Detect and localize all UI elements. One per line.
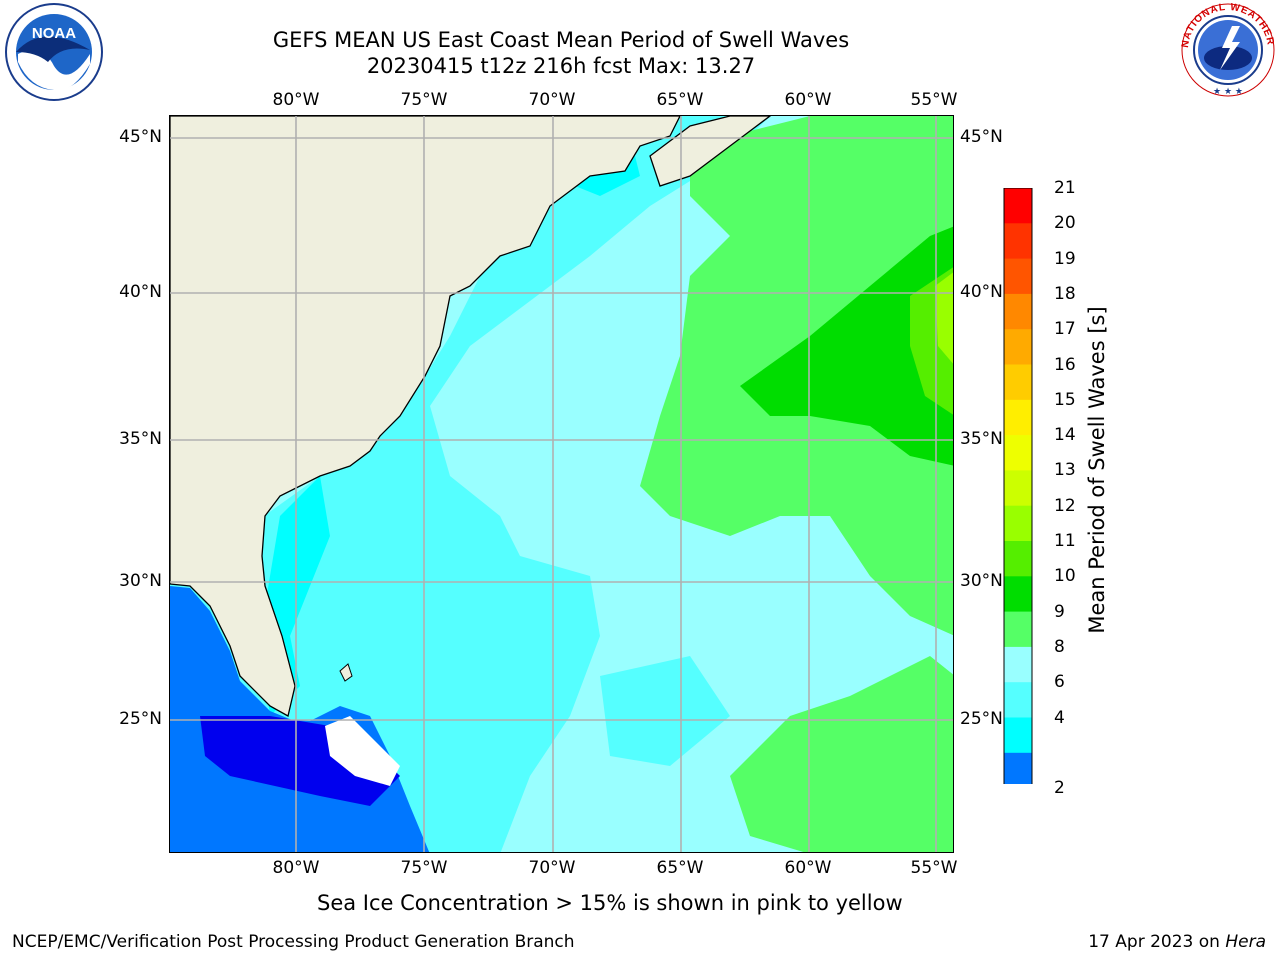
field-9-10s-se [730,656,953,852]
colorbar-box-18 [1004,293,1032,330]
lon-label-bottom-60w: 60°W [784,858,832,878]
swell-period-map [170,116,953,852]
colorbar-box-21 [1004,188,1032,224]
colorbar-box-13 [1004,470,1032,507]
colorbar-box-11 [1004,541,1032,577]
colorbar-tick-19: 19 [1054,248,1076,269]
lat-label-right-45n: 45°N [960,127,1003,147]
colorbar-box-10 [1004,576,1032,613]
lon-label-top-65w: 65°W [656,90,704,110]
field-12-13s [935,272,953,364]
colorbar-box-4 [1004,717,1032,754]
lon-label-bottom-75w: 75°W [400,858,448,878]
lon-label-bottom-65w: 65°W [656,858,704,878]
colorbar-tick-13: 13 [1054,460,1076,481]
lat-label-right-40n: 40°N [960,282,1003,302]
lon-label-top-80w: 80°W [272,90,320,110]
colorbar-tick-2: 2 [1054,778,1065,799]
colorbar-box-16 [1004,364,1032,401]
field-6-8s-patch [600,656,730,766]
colorbar-box-19 [1004,258,1032,295]
field-6-8s [170,116,770,852]
lon-label-top-60w: 60°W [784,90,832,110]
colorbar-tick-14: 14 [1054,425,1076,446]
graticule [170,116,953,852]
lat-label-left-45n: 45°N [119,127,162,147]
lon-label-top-75w: 75°W [400,90,448,110]
lat-label-right-25n: 25°N [960,709,1003,729]
lat-label-right-30n: 30°N [960,571,1003,591]
colorbar-box-2 [1004,752,1032,784]
colorbar-outline [1003,188,1033,784]
bahamas-bank-white [325,716,400,786]
colorbar-tick-11: 11 [1054,531,1076,551]
colorbar-box-6 [1004,682,1032,718]
colorbar-box-9 [1004,611,1032,648]
colorbar-box-14 [1004,435,1032,471]
colorbar-tick-6: 6 [1054,672,1065,693]
lon-label-bottom-55w: 55°W [910,858,958,878]
land-us-east-coast [170,116,681,717]
colorbar-tick-9: 9 [1054,601,1065,622]
noaa-logo: NOAA [5,3,103,101]
lon-label-top-70w: 70°W [528,90,576,110]
colorbar-box-20 [1004,223,1032,260]
sea-ice-note: Sea Ice Concentration > 15% is shown in … [317,891,903,915]
colorbar-tick-18: 18 [1054,283,1076,304]
colorbar [1003,188,1033,784]
footer-machine: Hera [1225,932,1266,952]
colorbar-tick-10: 10 [1054,566,1076,587]
footer-credit: NCEP/EMC/Verification Post Processing Pr… [12,932,575,952]
land-nova-scotia [649,116,772,187]
lat-label-left-30n: 30°N [119,571,162,591]
chart-subtitle: 20230415 t12z 216h fcst Max: 13.27 [366,54,756,78]
lat-label-left-35n: 35°N [119,429,162,449]
svg-text:★ ★ ★: ★ ★ ★ [1213,87,1243,97]
lon-label-top-55w: 55°W [910,90,958,110]
colorbar-tick-15: 15 [1054,389,1076,410]
nws-logo: NATIONAL WEATHER SERVICE ★ ★ ★ [1178,2,1275,97]
colorbar-tick-20: 20 [1054,213,1076,234]
colorbar-tick-17: 17 [1054,319,1076,340]
footer-date: 17 Apr 2023 on Hera [1088,932,1266,952]
footer-date-text: 17 Apr 2023 on [1088,932,1226,952]
colorbar-box-17 [1004,329,1032,365]
chart-title: GEFS MEAN US East Coast Mean Period of S… [272,28,850,52]
map-panel [169,115,954,853]
svg-text:NOAA: NOAA [32,25,76,42]
colorbar-tick-16: 16 [1054,354,1076,375]
field-10-11s [740,226,953,466]
colorbar-box-12 [1004,505,1032,542]
colorbar-tick-21: 21 [1054,178,1076,198]
colorbar-tick-8: 8 [1054,636,1065,657]
colorbar-label: Mean Period of Swell Waves [s] [1085,306,1109,634]
colorbar-box-15 [1004,399,1032,436]
lon-label-bottom-70w: 70°W [528,858,576,878]
lat-label-left-40n: 40°N [119,282,162,302]
colorbar-tick-12: 12 [1054,495,1076,516]
lat-label-left-25n: 25°N [119,709,162,729]
land-bahamas [339,663,353,682]
colorbar-tick-4: 4 [1054,707,1065,728]
lon-label-bottom-80w: 80°W [272,858,320,878]
lat-label-right-35n: 35°N [960,429,1003,449]
colorbar-box-8 [1004,646,1032,683]
